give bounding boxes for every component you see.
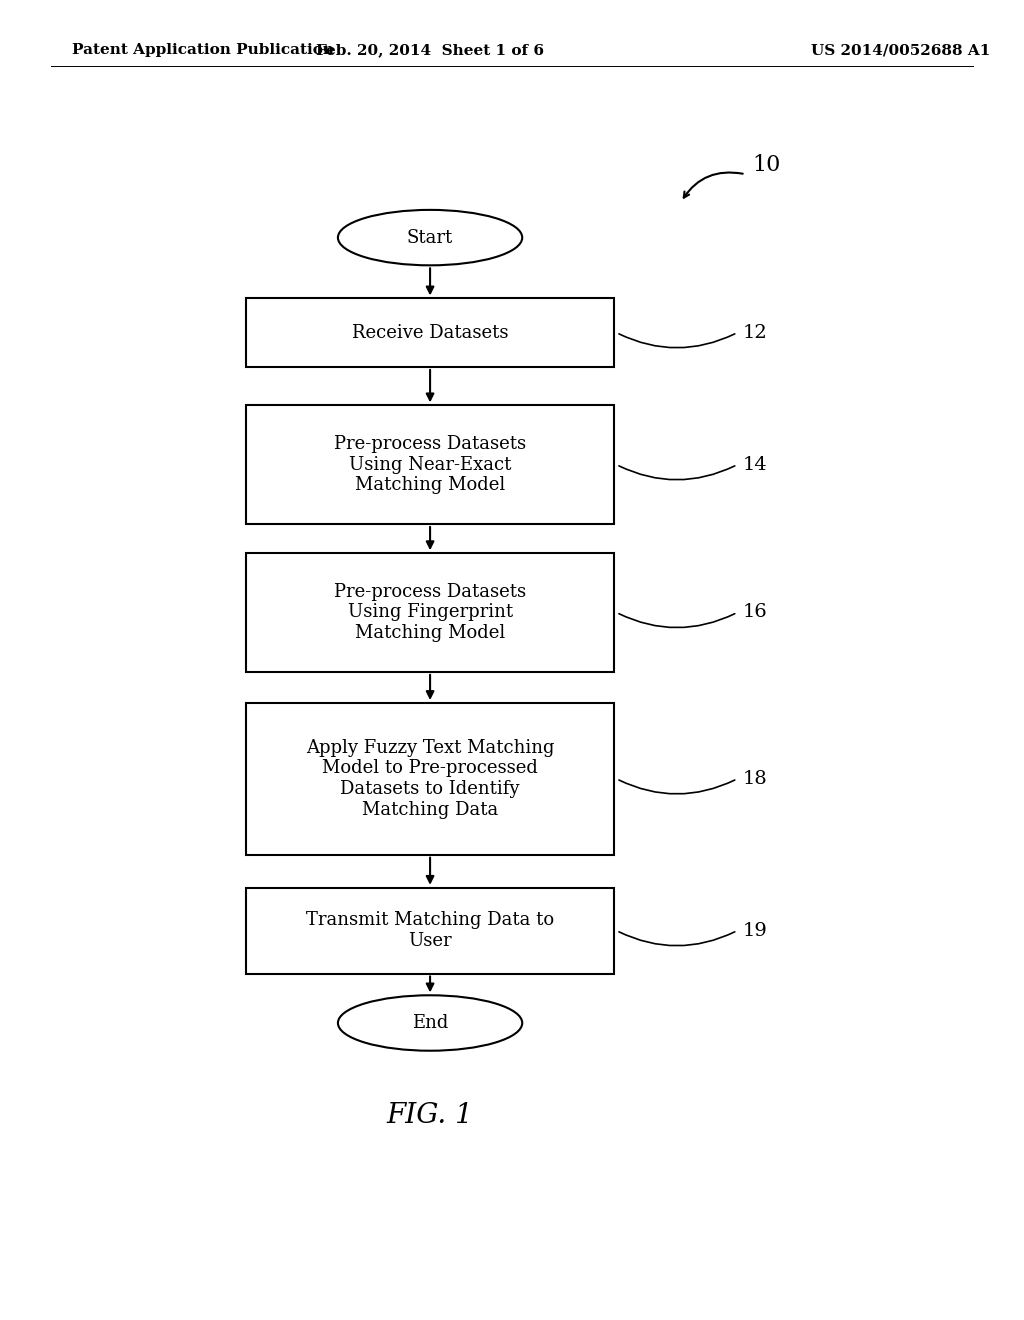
- Text: Start: Start: [407, 228, 454, 247]
- Text: End: End: [412, 1014, 449, 1032]
- Text: Receive Datasets: Receive Datasets: [352, 323, 508, 342]
- Ellipse shape: [338, 995, 522, 1051]
- Text: 18: 18: [742, 770, 767, 788]
- FancyBboxPatch shape: [246, 704, 614, 855]
- Text: Pre-process Datasets
Using Near-Exact
Matching Model: Pre-process Datasets Using Near-Exact Ma…: [334, 434, 526, 495]
- Text: Feb. 20, 2014  Sheet 1 of 6: Feb. 20, 2014 Sheet 1 of 6: [316, 44, 544, 57]
- FancyBboxPatch shape: [246, 405, 614, 524]
- Text: 19: 19: [742, 921, 767, 940]
- Text: US 2014/0052688 A1: US 2014/0052688 A1: [811, 44, 991, 57]
- Text: Apply Fuzzy Text Matching
Model to Pre-processed
Datasets to Identify
Matching D: Apply Fuzzy Text Matching Model to Pre-p…: [306, 739, 554, 818]
- FancyBboxPatch shape: [246, 888, 614, 974]
- Text: 16: 16: [742, 603, 767, 622]
- FancyBboxPatch shape: [246, 553, 614, 672]
- Ellipse shape: [338, 210, 522, 265]
- FancyBboxPatch shape: [246, 298, 614, 367]
- Text: 14: 14: [742, 455, 767, 474]
- Text: Pre-process Datasets
Using Fingerprint
Matching Model: Pre-process Datasets Using Fingerprint M…: [334, 582, 526, 643]
- Text: Patent Application Publication: Patent Application Publication: [72, 44, 334, 57]
- Text: 10: 10: [753, 154, 781, 176]
- Text: Transmit Matching Data to
User: Transmit Matching Data to User: [306, 911, 554, 950]
- Text: 12: 12: [742, 323, 767, 342]
- Text: FIG. 1: FIG. 1: [387, 1102, 473, 1129]
